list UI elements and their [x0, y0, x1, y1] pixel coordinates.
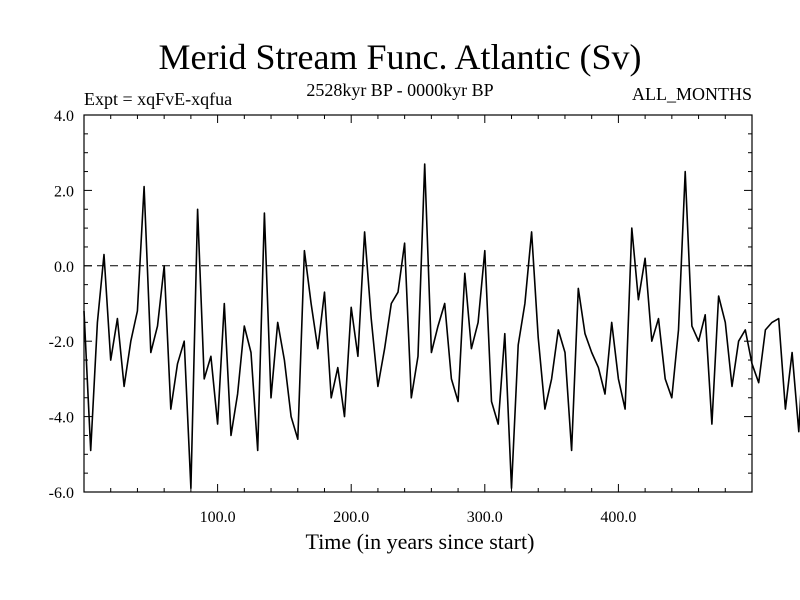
time-range-label: 2528kyr BP - 0000kyr BP — [306, 80, 494, 100]
y-tick-label: -6.0 — [49, 485, 74, 502]
x-tick-label: 400.0 — [600, 509, 636, 526]
experiment-label: Expt = xqFvE-xqfua — [84, 89, 233, 109]
y-tick-label: 2.0 — [54, 183, 74, 200]
y-tick-label: -4.0 — [49, 410, 74, 427]
x-tick-label: 300.0 — [467, 509, 503, 526]
y-tick-label: 0.0 — [54, 259, 74, 276]
y-tick-label: -2.0 — [49, 334, 74, 351]
x-axis-label: Time (in years since start) — [305, 529, 535, 554]
data-series-line — [83, 163, 800, 490]
plot-frame — [83, 114, 753, 493]
x-tick-label: 100.0 — [200, 509, 236, 526]
chart-title: Merid Stream Func. Atlantic (Sv) — [158, 37, 642, 77]
x-tick-label: 200.0 — [333, 509, 369, 526]
y-tick-label: 4.0 — [54, 108, 74, 125]
months-label: ALL_MONTHS — [632, 84, 752, 104]
